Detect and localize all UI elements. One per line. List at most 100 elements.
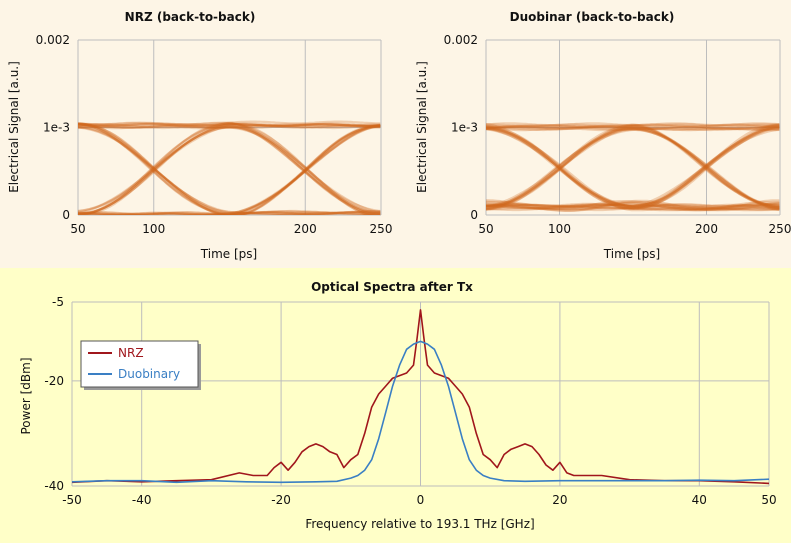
eye-trace bbox=[78, 124, 381, 129]
eye-trace bbox=[486, 124, 780, 209]
series-line-duobinary bbox=[72, 340, 769, 484]
eye-trace bbox=[486, 123, 780, 207]
eye-trace bbox=[78, 122, 381, 214]
grid bbox=[485, 39, 781, 216]
eye-trace bbox=[486, 125, 780, 211]
tick-labels: 50 100 200 250 0 1e-3 0.002 bbox=[36, 33, 393, 236]
x-tick-label: 40 bbox=[692, 493, 707, 507]
nrz-eye-chart: NRZ (back-to-back) 50 100 200 250 0 1e-3 0.002… bbox=[7, 10, 392, 261]
eye-trace bbox=[78, 122, 381, 214]
eye-trace bbox=[78, 123, 381, 215]
y-tick-label: -40 bbox=[44, 479, 64, 493]
eye-trace bbox=[486, 199, 780, 210]
eye-trace bbox=[78, 212, 381, 215]
eye-trace bbox=[486, 128, 780, 212]
eye-trace bbox=[78, 211, 381, 215]
y-tick-label: 1e-3 bbox=[451, 121, 478, 135]
y-tick-label: 0.002 bbox=[444, 33, 478, 47]
eye-trace bbox=[78, 123, 381, 215]
eye-trace bbox=[486, 123, 780, 208]
x-tick-label: 20 bbox=[552, 493, 567, 507]
eye-trace bbox=[78, 125, 381, 215]
eye-trace bbox=[486, 127, 780, 132]
eye-trace bbox=[78, 213, 381, 215]
eye-trace bbox=[78, 125, 381, 130]
eye-trace bbox=[486, 127, 780, 211]
eye-trace bbox=[486, 128, 780, 212]
x-tick-label: 100 bbox=[548, 222, 571, 236]
eye-trace bbox=[486, 125, 780, 207]
y-axis-label: Electrical Signal [a.u.] bbox=[415, 61, 429, 193]
eye-trace bbox=[486, 126, 780, 210]
eye-trace bbox=[486, 122, 780, 127]
eye-trace bbox=[78, 122, 381, 215]
eye-trace bbox=[78, 123, 381, 127]
eye-trace bbox=[486, 204, 780, 209]
eye-traces bbox=[486, 122, 780, 212]
eye-trace bbox=[78, 122, 381, 215]
eye-trace bbox=[486, 126, 780, 210]
y-axis-label: Electrical Signal [a.u.] bbox=[7, 61, 21, 193]
eye-trace bbox=[78, 120, 381, 212]
eye-trace bbox=[486, 203, 780, 208]
x-tick-label: 200 bbox=[695, 222, 718, 236]
x-tick-label: 250 bbox=[370, 222, 393, 236]
x-tick-label: 100 bbox=[142, 222, 165, 236]
eye-trace bbox=[78, 124, 381, 215]
eye-trace bbox=[78, 124, 381, 215]
eye-trace bbox=[78, 125, 381, 215]
eye-trace bbox=[486, 123, 780, 208]
series-lines bbox=[72, 309, 769, 485]
eye-trace bbox=[78, 123, 381, 215]
eye-trace bbox=[87, 124, 381, 215]
eye-trace bbox=[486, 126, 780, 210]
series-line-nrz bbox=[72, 309, 769, 485]
eye-trace bbox=[78, 124, 381, 215]
eye-trace bbox=[486, 126, 780, 211]
y-tick-label: 1e-3 bbox=[43, 121, 70, 135]
eye-traces bbox=[78, 120, 381, 215]
tick-labels: 50 100 200 250 0 1e-3 0.002 bbox=[444, 33, 791, 236]
legend: NRZ Duobinary bbox=[80, 340, 201, 390]
x-tick-label: 200 bbox=[294, 222, 317, 236]
eye-trace bbox=[486, 126, 780, 211]
chart-title: Duobinar (back-to-back) bbox=[510, 10, 675, 24]
eye-trace bbox=[486, 127, 780, 132]
eye-trace bbox=[486, 200, 780, 212]
eye-trace bbox=[78, 125, 373, 215]
legend-label-duobinary: Duobinary bbox=[118, 367, 180, 381]
eye-trace bbox=[486, 124, 780, 208]
eye-trace bbox=[78, 122, 381, 215]
eye-trace bbox=[486, 124, 780, 207]
eye-trace bbox=[486, 125, 780, 209]
eye-trace bbox=[486, 124, 780, 129]
x-tick-label: 50 bbox=[70, 222, 85, 236]
eye-trace bbox=[78, 121, 381, 214]
y-axis-label: Power [dBm] bbox=[19, 358, 33, 435]
eye-trace bbox=[78, 125, 375, 215]
duobinary-eye-chart: Duobinar (back-to-back) 50 100 200 250 0 1e-3… bbox=[415, 10, 791, 261]
y-tick-label: -20 bbox=[44, 374, 64, 388]
eye-trace bbox=[78, 122, 381, 215]
eye-trace bbox=[78, 122, 381, 214]
eye-trace bbox=[78, 122, 381, 127]
x-tick-label: 50 bbox=[761, 493, 776, 507]
tick-labels: -50 -40 -20 0 20 40 50-40-20-5 bbox=[44, 295, 776, 507]
y-tick-label: -5 bbox=[52, 295, 64, 309]
eye-trace bbox=[78, 123, 381, 128]
eye-trace bbox=[486, 124, 780, 207]
eye-trace bbox=[98, 125, 381, 215]
eye-trace bbox=[486, 123, 780, 128]
legend-box bbox=[80, 340, 199, 388]
eye-trace bbox=[78, 123, 381, 215]
eye-trace bbox=[78, 122, 381, 214]
legend-label-nrz: NRZ bbox=[118, 346, 144, 360]
grid bbox=[77, 39, 382, 216]
eye-trace bbox=[486, 123, 780, 209]
eye-trace bbox=[486, 205, 780, 210]
x-tick-label: -50 bbox=[62, 493, 82, 507]
chart-title: Optical Spectra after Tx bbox=[311, 280, 473, 294]
optical-spectrum-chart: Optical Spectra after Tx -50 -40 -20 0 20 40 5… bbox=[19, 280, 777, 531]
y-tick-label: 0 bbox=[470, 208, 478, 222]
